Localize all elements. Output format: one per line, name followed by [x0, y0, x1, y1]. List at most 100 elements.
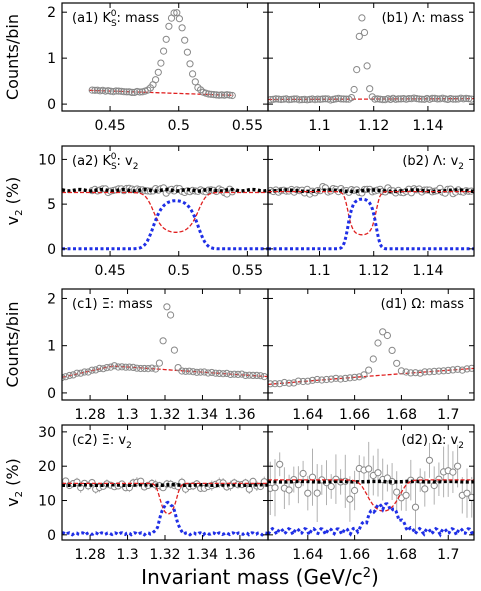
y-tick-label: 2 — [47, 5, 56, 21]
panel-c1: 1.28 1.3 1.32 1.34 1.36 0 1 2 (c1) Ξ: mass — [47, 288, 269, 423]
data-point — [454, 365, 462, 373]
data-point — [208, 368, 216, 377]
x-tick-label: 1.36 — [224, 547, 255, 563]
x-axis-title: Invariant mass (GeV/c2) — [141, 565, 379, 589]
data-point — [402, 368, 410, 376]
data-point — [425, 456, 434, 464]
data-point — [280, 95, 288, 103]
x-tick-label: 1.7 — [437, 547, 459, 563]
data-point — [411, 369, 420, 377]
data-point — [400, 95, 408, 103]
data-point — [212, 369, 220, 377]
data-point — [220, 91, 228, 99]
panel-label: (b1) Λ: mass — [382, 11, 465, 26]
data-point — [440, 367, 448, 375]
data-point — [467, 95, 474, 103]
data-point — [369, 355, 377, 363]
data-point — [407, 95, 415, 103]
data-point — [454, 462, 462, 470]
data-point — [144, 365, 152, 373]
data-point — [351, 486, 359, 495]
data-point — [433, 95, 441, 103]
data-point — [306, 95, 314, 104]
data-point — [327, 375, 335, 383]
data-point — [346, 495, 354, 503]
data-point — [360, 28, 369, 37]
data-point — [215, 91, 223, 99]
data-point — [115, 87, 123, 95]
data-point — [332, 374, 340, 382]
data-point — [329, 95, 337, 104]
data-point — [249, 371, 257, 379]
data-point — [285, 96, 293, 104]
data-point — [374, 339, 382, 347]
row-label-main: v — [3, 216, 22, 225]
data-point — [373, 95, 382, 103]
data-point — [446, 95, 455, 103]
x-tick-label: 1.64 — [292, 547, 323, 563]
data-point — [155, 359, 163, 367]
data-point — [122, 363, 130, 371]
label-main: (a2) K — [72, 154, 112, 169]
data-point — [449, 366, 457, 374]
data-point — [123, 88, 131, 96]
row-label-main: Counts/bin — [3, 302, 22, 388]
plot-area-c2 — [62, 476, 268, 537]
label-main: (c1) Ξ: mass — [72, 297, 153, 312]
signal-fraction-line — [268, 502, 474, 539]
data-point — [346, 374, 354, 382]
data-point — [405, 95, 413, 103]
data-point — [363, 62, 371, 70]
x-tick-label: 0.55 — [232, 263, 263, 279]
data-point — [365, 465, 373, 473]
plot-area-b1 — [268, 14, 474, 104]
x-tick-label: 0.5 — [168, 263, 190, 279]
x-tick-label: 1.12 — [358, 118, 389, 134]
label-sub: S — [111, 19, 117, 29]
x-tick-label: 1.68 — [386, 547, 417, 563]
data-point — [154, 68, 162, 76]
data-point — [186, 60, 194, 68]
label-main: (d2) Ω: v — [401, 433, 458, 448]
data-point — [228, 91, 236, 100]
signal-fraction-line — [268, 197, 474, 251]
data-point — [140, 364, 148, 373]
x-tick-label: 1.32 — [149, 547, 180, 563]
data-point — [157, 59, 165, 67]
data-point — [366, 85, 374, 93]
data-point — [170, 346, 178, 354]
data-point — [159, 337, 167, 345]
y-tick-label: 0 — [47, 242, 56, 258]
data-point — [238, 370, 246, 378]
data-point — [304, 489, 312, 497]
data-point — [351, 373, 359, 381]
data-point — [452, 95, 460, 103]
data-point — [117, 87, 125, 95]
panel-label: (a1) KS0: mass — [72, 9, 159, 29]
data-point — [374, 469, 382, 477]
data-point — [152, 76, 160, 84]
background-fit-line — [268, 367, 474, 386]
data-point — [165, 22, 173, 30]
data-point — [444, 366, 452, 374]
plot-area-d1 — [268, 328, 474, 388]
y-tick-label: 20 — [38, 459, 56, 475]
data-point — [125, 88, 133, 96]
panel-label: (a2) KS0: v2 — [72, 152, 138, 172]
data-point — [77, 369, 85, 377]
data-point — [290, 379, 298, 387]
x-tick-label: 1.36 — [224, 407, 255, 423]
data-point — [148, 364, 156, 372]
panel-c2: 1.28 1.3 1.32 1.34 1.36 0 10 20 30 (c2) Ξ: v2 — [38, 424, 269, 563]
data-point — [80, 368, 89, 376]
data-point — [294, 377, 302, 385]
data-point — [118, 363, 126, 371]
plot-area-d2 — [268, 441, 474, 539]
panel-d2: 1.64 1.66 1.68 1.7 (d2) Ω: v2 — [267, 424, 475, 563]
data-point — [285, 379, 293, 387]
label-sup: 0 — [111, 9, 117, 19]
x-tick-label: 1.3 — [116, 547, 138, 563]
data-point — [421, 368, 429, 376]
